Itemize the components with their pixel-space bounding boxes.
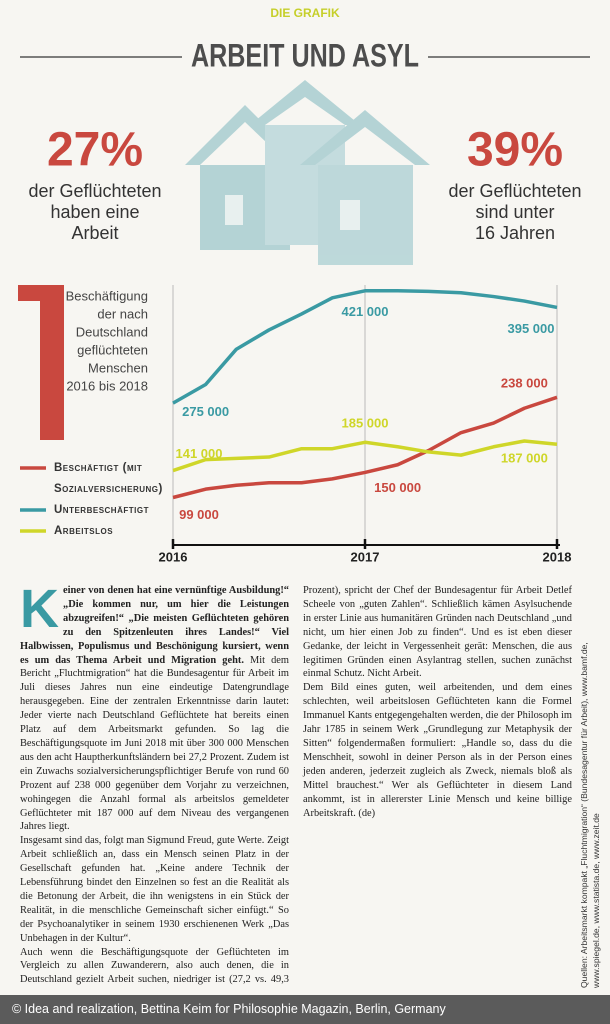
line-series	[172, 289, 558, 405]
infographic: DIE GRAFIK ARBEIT UND ASYL 27% der Geflüc…	[18, 6, 590, 564]
x-tick-label: 2018	[543, 549, 572, 564]
stat-text: der Geflüchteten	[28, 181, 161, 201]
stat-figure: 27%	[47, 124, 143, 177]
legend-label: Arbeitslos	[54, 525, 113, 537]
kicker: DIE GRAFIK	[270, 6, 340, 20]
stat-text: 16 Jahren	[475, 223, 555, 243]
value-label: 395 000	[508, 321, 555, 336]
lead-text: Keiner von denen hat eine vernünftige Au…	[20, 579, 289, 666]
legend-label: Beschäftigt (mit Sozialversicherung)	[54, 462, 163, 495]
paragraph: Auch wenn die Beschäftigungsquote der Ge…	[20, 585, 572, 986]
stat-text: Arbeit	[71, 223, 118, 243]
paragraph: Keiner von denen hat eine vernünftige Au…	[20, 579, 289, 834]
value-label: 150 000	[374, 480, 421, 495]
value-label: 421 000	[342, 304, 389, 319]
chart-title: der nach	[97, 306, 148, 321]
stat-text: haben eine	[50, 202, 139, 222]
chart-title: 2016 bis 2018	[66, 378, 148, 393]
paragraph: Insgesamt sind das, folgt man Sigmund Fr…	[20, 835, 289, 944]
letter-mark	[40, 285, 64, 440]
value-label: 187 000	[501, 450, 548, 465]
chart-title: geflüchteten	[77, 342, 148, 357]
line-series	[172, 395, 558, 500]
title: ARBEIT UND ASYL	[191, 37, 419, 73]
value-label: 99 000	[179, 507, 219, 522]
sources: Quellen: Arbeitsmarkt kompakt „Fluchtmig…	[579, 642, 601, 988]
paragraph: Dem Bild eines guten, weil arbeitenden, …	[303, 682, 572, 819]
value-label: 141 000	[176, 446, 223, 461]
body-text: Mit dem Bericht „Fluchtmigration“ hat di…	[20, 654, 289, 833]
houses-illustration	[185, 80, 430, 265]
legend-label: Unterbeschäftigt	[54, 504, 149, 516]
stat-text: sind unter	[475, 202, 554, 222]
x-tick-label: 2016	[159, 549, 188, 564]
x-tick-label: 2017	[351, 549, 380, 564]
chart-title: Beschäftigung	[66, 288, 148, 303]
stat-figure: 39%	[467, 124, 563, 177]
line-series	[172, 439, 558, 473]
chart-title: Menschen	[88, 360, 148, 375]
chart-title: Deutschland	[76, 324, 148, 339]
article: Keiner von denen hat eine vernünftige Au…	[20, 579, 572, 988]
value-label: 185 000	[342, 416, 389, 431]
value-label: 275 000	[182, 404, 229, 419]
footer: © Idea and realization, Bettina Keim for…	[0, 995, 610, 1024]
value-label: 238 000	[501, 376, 548, 391]
stat-text: der Geflüchteten	[448, 181, 581, 201]
